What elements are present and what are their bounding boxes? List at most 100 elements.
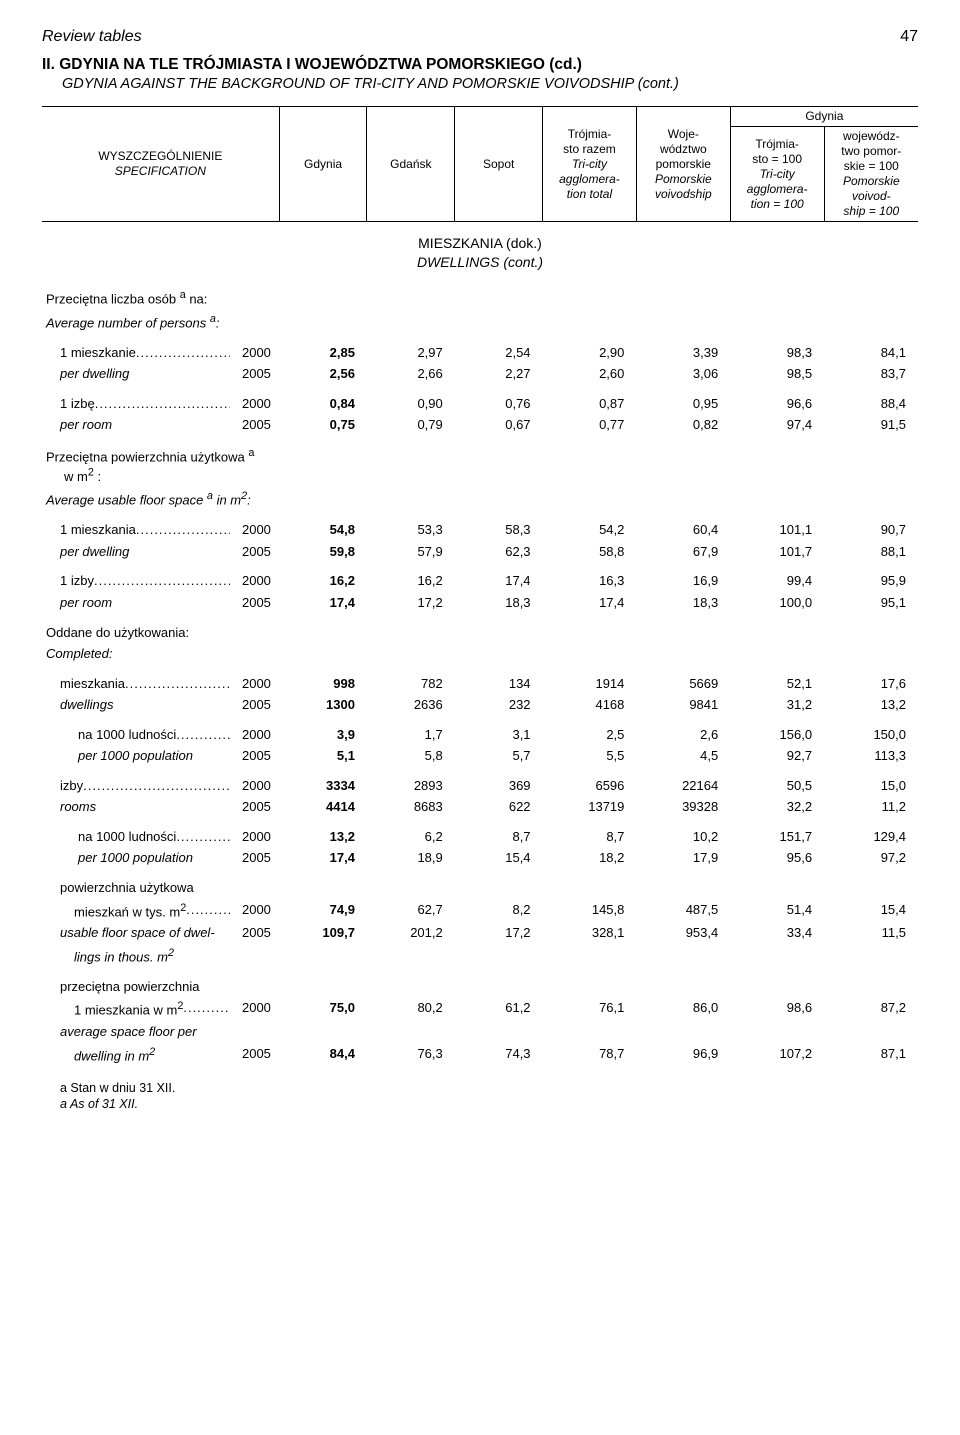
row-label-pl: 1 mieszkania ...........................… [42, 511, 234, 541]
footnotes: a Stan w dniu 31 XII. a As of 31 XII. [42, 1081, 918, 1111]
table-cell: 67,9 [636, 541, 730, 563]
row-label-pl: na 1000 ludności .......................… [42, 818, 234, 848]
row-year: 2005 [234, 796, 279, 818]
page-title: II. GDYNIA NA TLE TRÓJMIASTA I WOJEWÓDZT… [42, 56, 918, 74]
table-cell: 74,3 [455, 1043, 543, 1067]
table-cell: 18,3 [636, 592, 730, 614]
table-cell: 3334 [279, 767, 367, 797]
row-label-pl: powierzchnia użytkowa [42, 869, 234, 899]
table-cell: 3,9 [279, 716, 367, 746]
table-cell: 76,3 [367, 1043, 455, 1067]
row-label-pl-2: mieszkań w tys. m2 .................... [42, 899, 234, 923]
table-cell: 97,4 [730, 414, 824, 436]
table-cell: 5669 [636, 665, 730, 695]
table-cell: 98,3 [730, 334, 824, 364]
col-tri-sum-en2: agglomera- tion total [559, 172, 620, 201]
table-cell: 15,4 [455, 847, 543, 869]
row-year: 2000 [234, 899, 279, 923]
table-cell: 62,3 [455, 541, 543, 563]
table-cell: 98,6 [730, 997, 824, 1021]
table-cell: 2893 [367, 767, 455, 797]
row-label-pl: 1 izby .................................… [42, 562, 234, 592]
table-cell: 2,27 [455, 363, 543, 385]
col-woj-idx-en: Pomorskie voivod- ship = 100 [843, 174, 900, 218]
block-header: Przeciętna powierzchnia użytkowa aw m2 : [42, 436, 918, 488]
row-label-en-2: dwelling in m2 [42, 1043, 234, 1067]
table-cell: 87,1 [824, 1043, 918, 1067]
row-year: 2000 [234, 997, 279, 1021]
section-head: MIESZKANIA (dok.) DWELLINGS (cont.) [42, 222, 918, 278]
col-woj-idx: wojewódz- two pomor- skie = 100 Pomorski… [824, 127, 918, 222]
col-sopot: Sopot [455, 107, 543, 222]
table-cell: 99,4 [730, 562, 824, 592]
table-cell: 13719 [543, 796, 637, 818]
table-cell: 76,1 [543, 997, 637, 1021]
table-cell: 0,95 [636, 385, 730, 415]
table-cell: 150,0 [824, 716, 918, 746]
table-cell: 16,9 [636, 562, 730, 592]
table-cell: 101,1 [730, 511, 824, 541]
table-cell: 8,7 [543, 818, 637, 848]
table-cell: 52,1 [730, 665, 824, 695]
table-cell: 0,76 [455, 385, 543, 415]
row-year: 2005 [234, 541, 279, 563]
row-label-en: average space floor per [42, 1021, 234, 1043]
block-header: Przeciętna liczba osób a na: [42, 278, 918, 310]
col-tri-idx: Trójmia- sto = 100 Tri-city agglomera- t… [730, 127, 824, 222]
table-cell: 92,7 [730, 745, 824, 767]
table-cell: 84,4 [279, 1043, 367, 1067]
row-label-en: per room [42, 592, 234, 614]
table-cell: 4414 [279, 796, 367, 818]
row-year: 2000 [234, 767, 279, 797]
col-spec-pl: WYSZCZEGÓLNIENIE [98, 149, 222, 163]
block-header-en: Completed: [42, 643, 918, 665]
row-year: 2005 [234, 414, 279, 436]
table-cell: 8683 [367, 796, 455, 818]
table-cell: 57,9 [367, 541, 455, 563]
row-year: 2005 [234, 745, 279, 767]
table-cell: 5,1 [279, 745, 367, 767]
table-cell: 2,56 [279, 363, 367, 385]
table-cell: 156,0 [730, 716, 824, 746]
table-cell: 61,2 [455, 997, 543, 1021]
table-cell: 0,77 [543, 414, 637, 436]
table-cell: 201,2 [367, 922, 455, 944]
table-cell: 39328 [636, 796, 730, 818]
row-label-pl: 1 izbę .................................… [42, 385, 234, 415]
table-cell: 17,4 [279, 847, 367, 869]
table-cell: 100,0 [730, 592, 824, 614]
footnote-pl: a Stan w dniu 31 XII. [60, 1081, 918, 1095]
table-cell: 487,5 [636, 899, 730, 923]
row-year: 2000 [234, 665, 279, 695]
row-label-en: dwellings [42, 694, 234, 716]
row-year: 2005 [234, 922, 279, 944]
table-cell: 51,4 [730, 899, 824, 923]
block-header: Oddane do użytkowania: [42, 614, 918, 644]
row-label-en-2: lings in thous. m2 [42, 944, 234, 968]
table-cell: 6596 [543, 767, 637, 797]
table-cell: 8,2 [455, 899, 543, 923]
row-label-pl-2: 1 mieszkania w m2 .................... [42, 997, 234, 1021]
table-cell: 2,54 [455, 334, 543, 364]
table-cell: 15,0 [824, 767, 918, 797]
col-gdansk: Gdańsk [367, 107, 455, 222]
table-cell: 2,66 [367, 363, 455, 385]
table-cell: 1914 [543, 665, 637, 695]
row-year: 2005 [234, 592, 279, 614]
table-cell: 107,2 [730, 1043, 824, 1067]
section-main: MIESZKANIA (dok.) [46, 234, 914, 253]
row-label-en: rooms [42, 796, 234, 818]
table-cell: 97,2 [824, 847, 918, 869]
col-woj-en: Pomorskie voivodship [655, 172, 712, 201]
table-cell: 5,8 [367, 745, 455, 767]
table-cell: 58,8 [543, 541, 637, 563]
table-cell: 13,2 [279, 818, 367, 848]
header-left: Review tables [42, 28, 142, 46]
table-cell: 151,7 [730, 818, 824, 848]
table-cell: 3,39 [636, 334, 730, 364]
table-cell: 95,6 [730, 847, 824, 869]
table-cell: 3,1 [455, 716, 543, 746]
table-cell: 0,75 [279, 414, 367, 436]
row-year: 2000 [234, 511, 279, 541]
table-cell: 101,7 [730, 541, 824, 563]
